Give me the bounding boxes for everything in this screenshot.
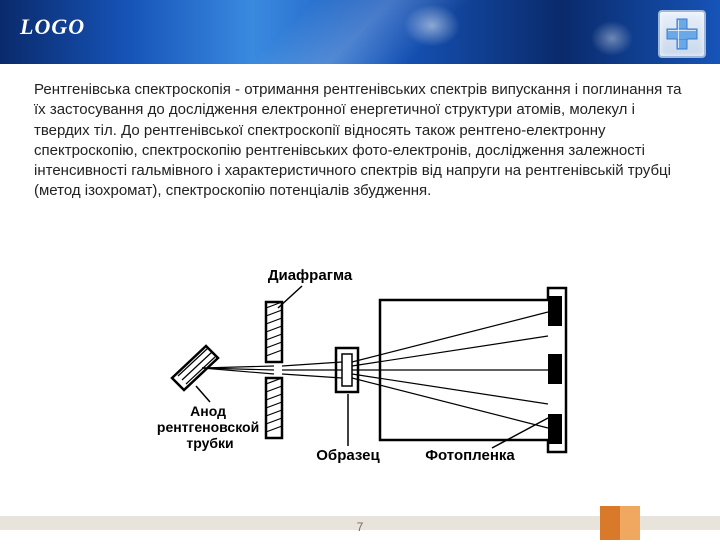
page-number: 7 [0,520,720,534]
logo-text: LOGO [20,14,85,40]
header-gradient-overlay [0,0,720,64]
plus-icon [658,10,706,58]
label-film: Фотопленка [425,447,515,464]
footer: 7 [0,506,720,540]
label-anode: Анод рентгеновской трубки [157,403,263,451]
film-shape [548,296,562,444]
label-sample: Образец [316,447,380,464]
body-paragraph: Рентгенівська спектроскопія - отримання … [34,80,686,202]
header-banner: LOGO [0,0,720,64]
label-diaphragm: Диафрагма [268,267,353,284]
xray-diagram: Диафрагма Анод рентгеновской трубки Обра… [150,258,580,478]
